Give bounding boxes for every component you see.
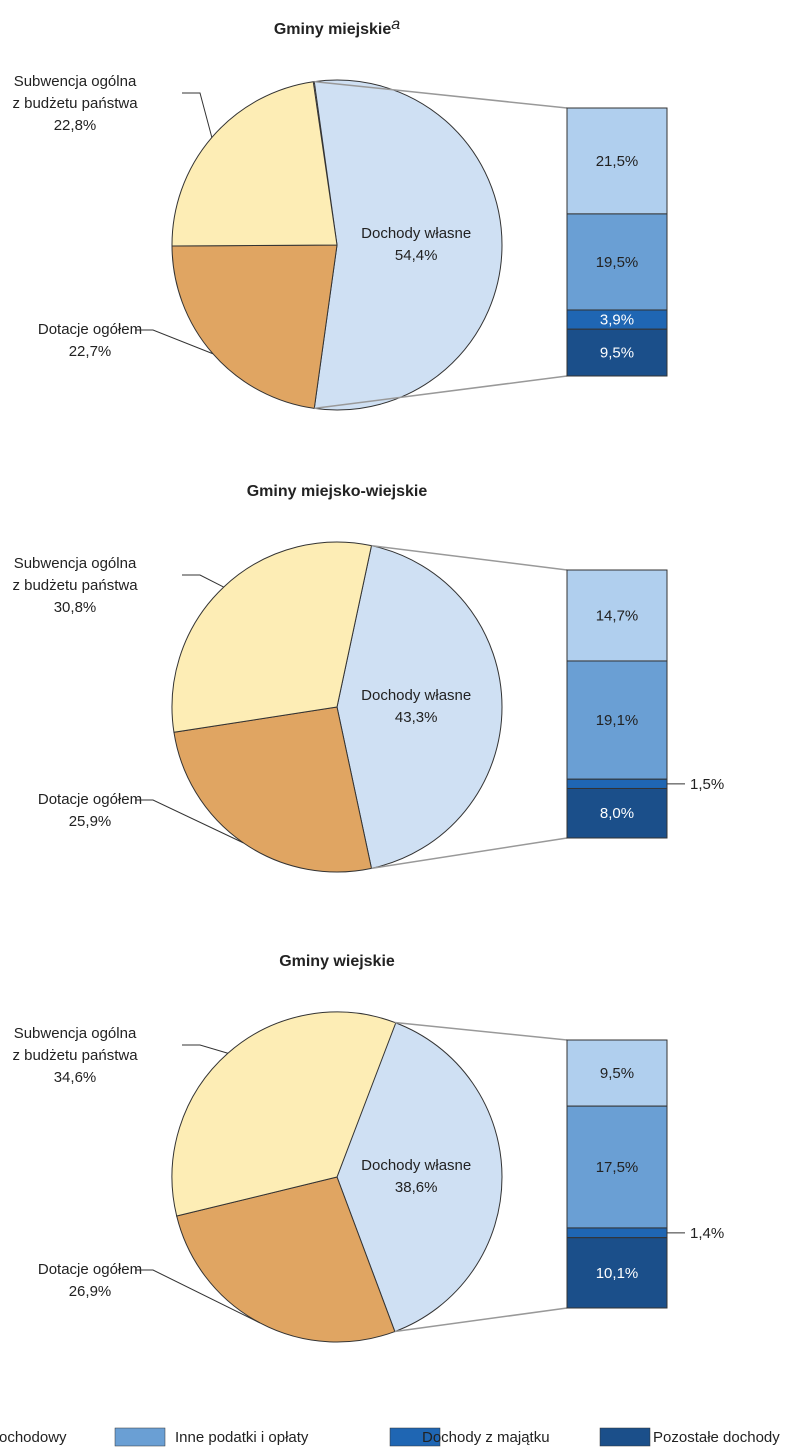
slice-value: 22,7% (69, 343, 112, 360)
slice-label: Subwencja ogólna (14, 73, 137, 90)
slice-label: Subwencja ogólna (14, 1025, 137, 1042)
legend-swatch (599, 1427, 651, 1447)
bar-segment (566, 1039, 668, 1107)
pie-slice (171, 244, 338, 409)
connector (394, 1307, 568, 1333)
legend-label: ochodowy (0, 1429, 67, 1446)
pie-slice (171, 81, 338, 247)
bar-value: 21,5% (596, 153, 639, 170)
connector (314, 80, 568, 109)
connector (314, 375, 568, 410)
slice-value: 30,8% (54, 599, 97, 616)
bar-segment (566, 1105, 668, 1229)
slice-label: z budżetu państwa (12, 95, 138, 112)
pie-slice (176, 1176, 396, 1343)
bar-value: 9,5% (600, 1065, 634, 1082)
legend-swatch (389, 1427, 441, 1447)
chart-title: Gminy miejsko-wiejskie (247, 483, 428, 500)
chart-title: Gminy wiejskie (279, 953, 395, 970)
legend-swatch (114, 1427, 166, 1447)
chart-title: Gminy miejskiea (274, 16, 400, 38)
slice-value: 54,4% (395, 247, 438, 264)
bar-segment (566, 787, 668, 839)
bar-segment (566, 1237, 668, 1309)
chart-title: Gminy miejsko-wiejskie (247, 483, 428, 500)
chart-title: Gminy miejskie (274, 21, 391, 38)
slice-label: z budżetu państwa (12, 577, 138, 594)
pie-slice (171, 541, 373, 733)
connector (371, 837, 568, 870)
slice-value: 26,9% (69, 1283, 112, 1300)
slice-label: z budżetu państwa (12, 1047, 138, 1064)
leader-line (135, 329, 214, 355)
legend-label: Inne podatki i opłaty (175, 1429, 309, 1446)
slice-label: Dochody własne (361, 687, 471, 704)
connector (394, 1021, 568, 1041)
bar-value: 17,5% (596, 1159, 639, 1176)
pie-slice (171, 1011, 397, 1217)
pie-slice (336, 1021, 503, 1333)
slice-value: 43,3% (395, 709, 438, 726)
slice-label: Dotacje ogółem (38, 1261, 142, 1278)
leader-line (182, 1044, 229, 1054)
bar-value: 19,5% (596, 254, 639, 271)
bar-value: 1,5% (690, 776, 724, 793)
slice-label: Subwencja ogólna (14, 555, 137, 572)
bar-segment (566, 1227, 668, 1239)
legend-label: Pozostałe dochody (653, 1429, 780, 1446)
slice-value: 38,6% (395, 1179, 438, 1196)
bar-segment (566, 660, 668, 780)
bar-value: 1,4% (690, 1225, 724, 1242)
title-note: a (391, 16, 400, 33)
slice-label: Dochody własne (361, 1157, 471, 1174)
legend-label: Dochody z majątku (422, 1429, 550, 1446)
bar-value: 8,0% (600, 805, 634, 822)
slice-value: 34,6% (54, 1069, 97, 1086)
slice-value: 22,8% (54, 117, 97, 134)
leader-line (182, 92, 213, 138)
slice-label: Dochody własne (361, 225, 471, 242)
bar-segment (566, 107, 668, 215)
slice-label: Dotacje ogółem (38, 791, 142, 808)
leader-line (135, 799, 244, 844)
bar-segment (566, 213, 668, 311)
bar-value: 19,1% (596, 712, 639, 729)
bar-segment (566, 778, 668, 789)
leader-line (135, 1269, 261, 1324)
pie-slice (173, 706, 373, 873)
bar-value: 10,1% (596, 1265, 639, 1282)
pie-slice (336, 545, 503, 869)
slice-label: Dotacje ogółem (38, 321, 142, 338)
bar-segment (566, 328, 668, 377)
leader-line (182, 574, 224, 588)
bar-value: 14,7% (596, 607, 639, 624)
pie-slice (313, 79, 503, 411)
connector (371, 544, 568, 571)
bar-value: 9,5% (600, 345, 634, 362)
bar-value: 3,9% (600, 312, 634, 329)
chart-title: Gminy wiejskie (279, 953, 395, 970)
slice-value: 25,9% (69, 813, 112, 830)
